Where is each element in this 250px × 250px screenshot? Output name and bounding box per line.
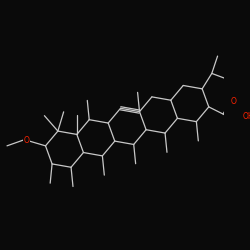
- Text: O: O: [23, 136, 29, 144]
- Text: OH: OH: [242, 112, 250, 121]
- Text: O: O: [231, 97, 237, 106]
